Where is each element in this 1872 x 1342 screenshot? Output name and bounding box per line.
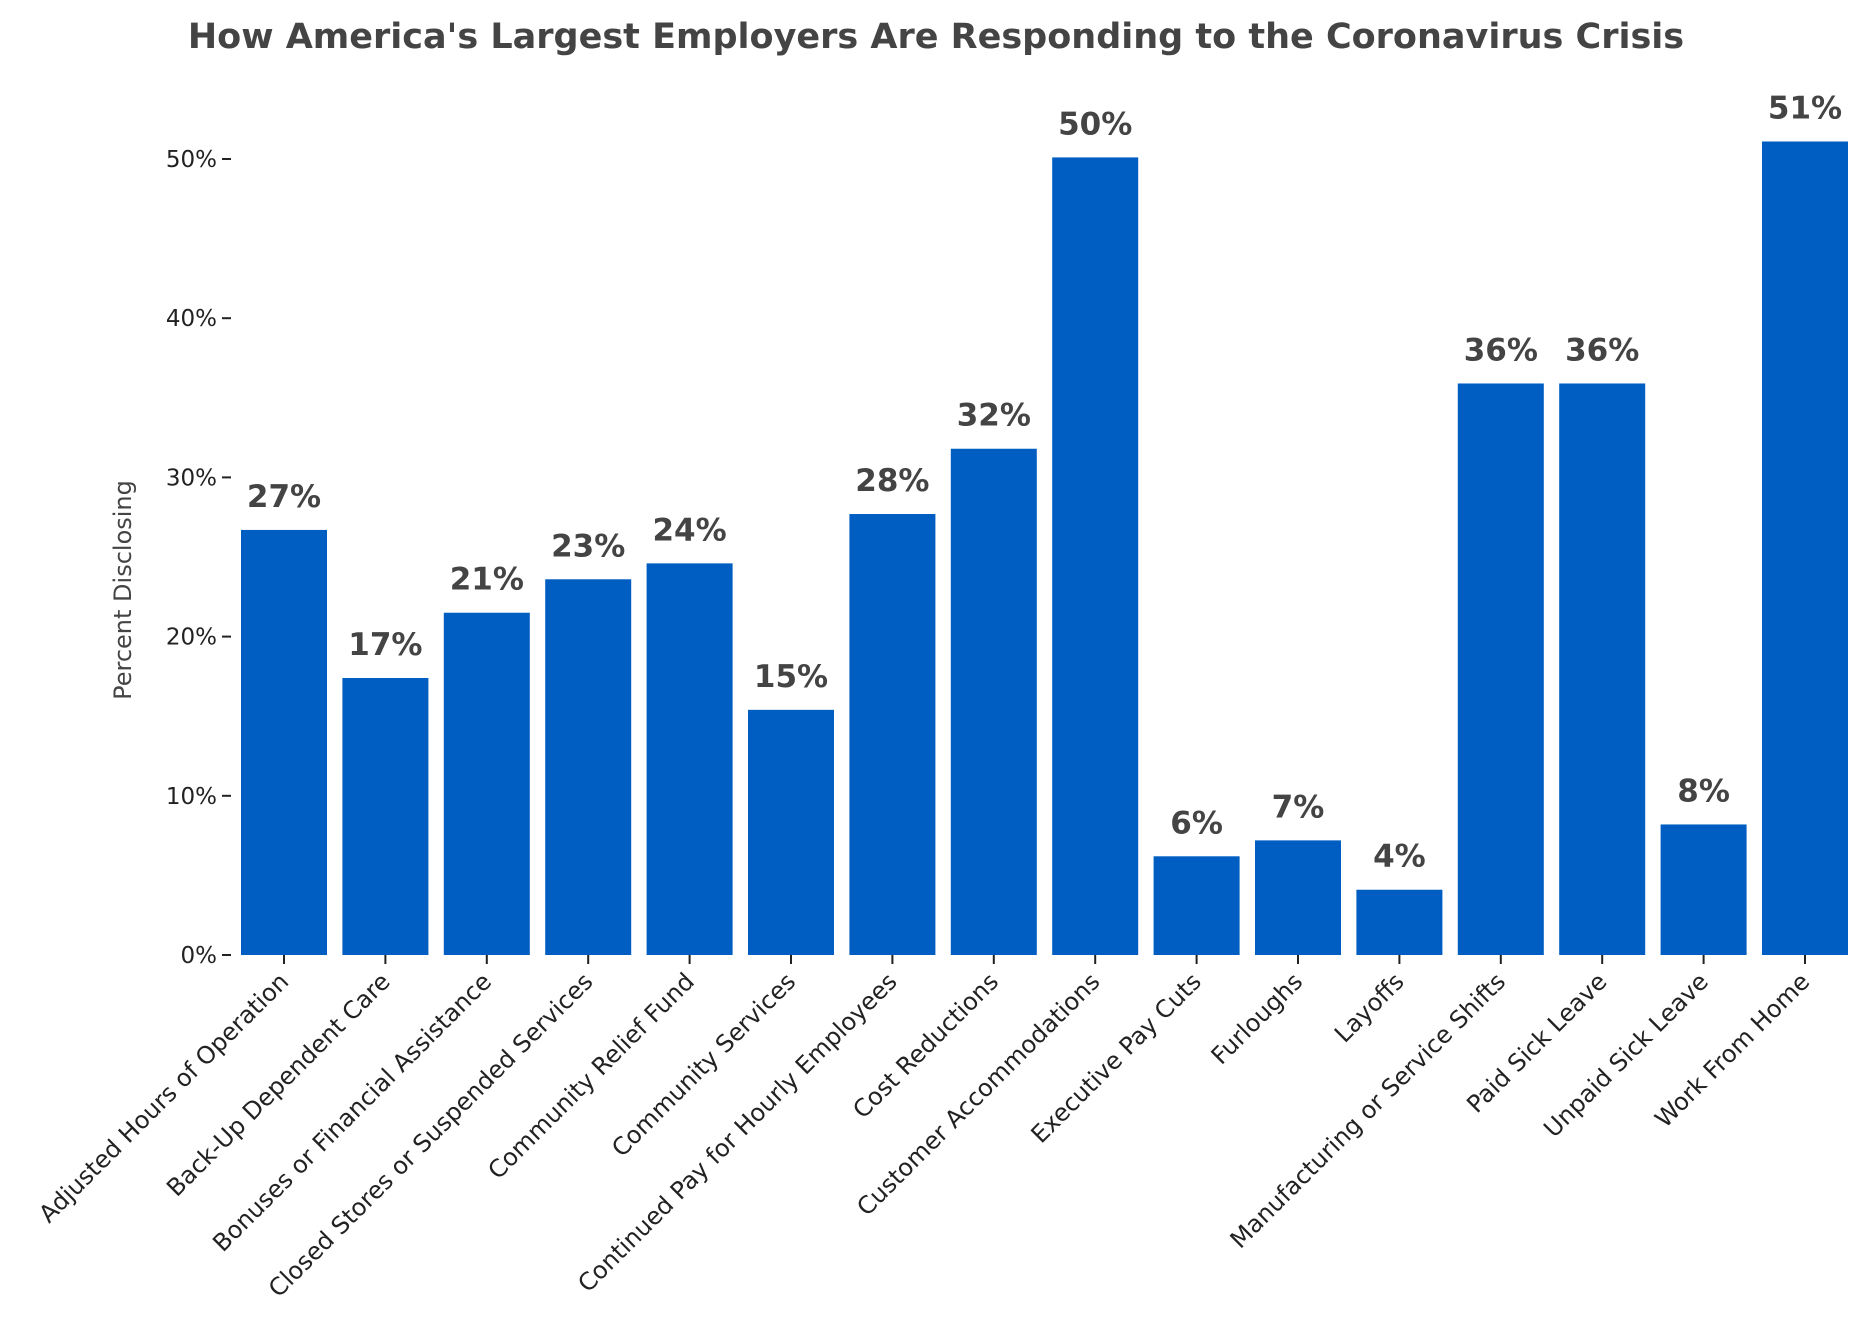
- data-label: 6%: [1170, 805, 1223, 841]
- bar: [950, 448, 1037, 955]
- y-tick-label: 20%: [166, 625, 217, 651]
- bar: [342, 677, 429, 955]
- y-tick-label: 10%: [166, 784, 217, 810]
- x-category-label: Community Services: [606, 967, 801, 1162]
- data-label: 51%: [1768, 90, 1842, 126]
- data-label: 23%: [551, 528, 625, 564]
- bar: [1457, 383, 1544, 955]
- data-label: 15%: [754, 659, 828, 695]
- data-label: 28%: [855, 463, 929, 499]
- y-tick-label: 30%: [166, 465, 217, 491]
- x-category-label: Furloughs: [1206, 967, 1309, 1070]
- data-label: 24%: [652, 512, 726, 548]
- data-label: 4%: [1373, 839, 1426, 875]
- bar: [1255, 840, 1341, 955]
- data-label: 50%: [1058, 106, 1132, 142]
- data-label: 7%: [1272, 789, 1325, 825]
- bar: [1153, 856, 1240, 955]
- x-category-label: Community Relief Fund: [483, 967, 700, 1184]
- x-category-label: Unpaid Sick Leave: [1538, 967, 1714, 1143]
- data-labels: 27% 17% 21% 23% 24% 15% 28% 32% 50% 6% 7% 4% 36% 36% 8…: [247, 90, 1842, 874]
- y-axis: 0% 10% 20% 30% 40% 50%: [166, 147, 231, 969]
- bar: [849, 514, 936, 955]
- data-label: 21%: [450, 562, 524, 598]
- data-label: 32%: [957, 398, 1031, 434]
- bar: [443, 612, 530, 955]
- chart-title: How America's Largest Employers Are Resp…: [188, 17, 1684, 57]
- data-label: 36%: [1464, 332, 1538, 368]
- y-tick-label: 40%: [166, 306, 217, 332]
- y-axis-title: Percent Disclosing: [109, 480, 137, 700]
- bar: [1762, 141, 1848, 955]
- bar: [1052, 157, 1139, 955]
- bar: [646, 563, 733, 955]
- data-label: 8%: [1677, 773, 1730, 809]
- bar: [241, 529, 327, 955]
- bar: [748, 709, 834, 955]
- x-category-label: Layoffs: [1329, 967, 1410, 1048]
- y-tick-label: 0%: [181, 943, 218, 969]
- data-label: 17%: [348, 627, 422, 663]
- bar: [1660, 824, 1747, 955]
- x-category-label: Executive Pay Cuts: [1026, 967, 1207, 1148]
- y-tick-label: 50%: [166, 147, 217, 173]
- bars: [241, 141, 1848, 955]
- bar: [545, 579, 632, 955]
- bar: [1559, 383, 1646, 955]
- data-label: 36%: [1565, 332, 1639, 368]
- bar: [1356, 889, 1443, 955]
- data-label: 27%: [247, 479, 321, 515]
